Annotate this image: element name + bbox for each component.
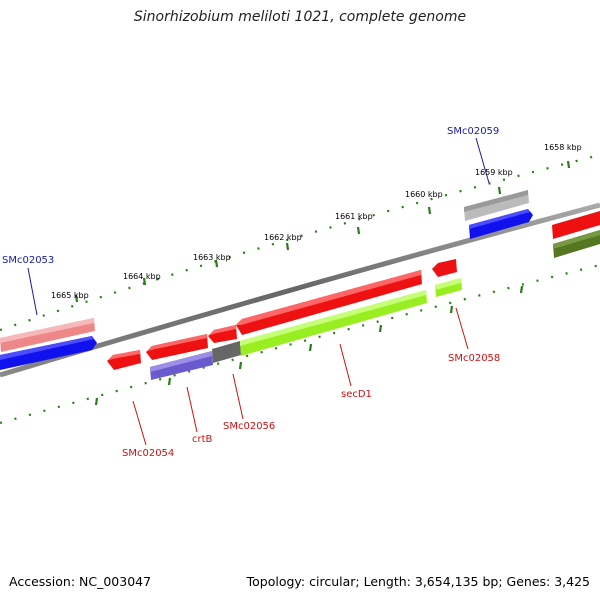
major-tick (378, 324, 383, 333)
leader-crtB (186, 386, 198, 433)
major-tick (427, 206, 432, 215)
map-title: Sinorhizobium meliloti 1021, complete ge… (133, 9, 467, 25)
reverse-features (107, 259, 462, 380)
accession-text: Accession: NC_003047 (9, 574, 152, 589)
gene-label-SMc02054[interactable]: SMc02054 (122, 448, 174, 459)
leader-SMc02059 (475, 137, 490, 184)
cds-feature-SMc02056[interactable] (212, 341, 241, 363)
gene-label-SMc02053[interactable]: SMc02053 (2, 255, 54, 266)
leader-SMc02058 (455, 307, 469, 350)
leader-secD1 (339, 343, 352, 387)
cds-feature-SMc02059-shade (464, 190, 528, 212)
gene-label-SMc02059[interactable]: SMc02059 (447, 126, 499, 137)
cds-feature-SMc02058-shade (435, 278, 461, 290)
cds-feature-blue-right[interactable] (469, 209, 533, 239)
cds-feature-SMc02053-shade (0, 318, 94, 343)
kbp-label: 1665 kbp (51, 291, 89, 300)
major-tick (94, 397, 99, 406)
leader-SMc02053 (27, 267, 38, 316)
major-tick (356, 226, 361, 235)
major-tick (74, 294, 79, 303)
major-tick (238, 361, 243, 370)
genome-summary-text: Topology: circular; Length: 3,654,135 bp… (246, 574, 590, 589)
cds-feature-secD1-shade (240, 290, 426, 346)
cds-feature-red-long-shade (236, 270, 421, 325)
major-tick (519, 285, 524, 294)
kbp-label: 1662 kbp (264, 233, 302, 242)
cds-feature-crtB-shade (150, 351, 212, 372)
kbp-label: 1664 kbp (123, 272, 161, 281)
major-tick (285, 242, 290, 251)
outer-major-ticks (74, 160, 571, 303)
cds-feature-olive-right-shade (553, 230, 600, 249)
major-tick (497, 186, 502, 195)
major-tick (449, 305, 454, 314)
major-tick (566, 160, 571, 169)
major-tick (214, 259, 219, 268)
kbp-label: 1661 kbp (335, 212, 373, 221)
gene-label-secD1[interactable]: secD1 (341, 389, 372, 400)
kbp-label: 1659 kbp (475, 168, 513, 177)
gene-label-SMc02056[interactable]: SMc02056 (223, 421, 275, 432)
cds-feature-SMc02054-shade (107, 350, 140, 361)
cds-feature-red-small[interactable] (432, 259, 457, 277)
leader-SMc02056 (232, 373, 244, 420)
kbp-label: 1660 kbp (405, 190, 443, 199)
major-tick (142, 277, 147, 286)
gene-label-SMc02058[interactable]: SMc02058 (448, 353, 500, 364)
inner-major-ticks (94, 285, 524, 406)
cds-feature-blue-right-shade (469, 209, 530, 229)
major-tick (167, 377, 172, 386)
cds-feature-blue-left-shade (0, 336, 94, 360)
cds-feature-red-right[interactable] (552, 211, 600, 239)
label-leaders (27, 137, 490, 446)
forward-features (0, 190, 600, 370)
cds-feature-blue-left[interactable] (0, 336, 97, 370)
kbp-label: 1663 kbp (193, 253, 231, 262)
gene-labels: SMc02053 SMc02059 SMc02054 crtB SMc02056… (2, 126, 500, 459)
kbp-label: 1658 kbp (544, 143, 582, 152)
cds-feature-red-a-shade (146, 334, 207, 352)
cds-feature-red-b-shade (208, 325, 236, 336)
leader-SMc02054 (132, 400, 147, 446)
kbp-labels: 1665 kbp 1664 kbp 1663 kbp 1662 kbp 1661… (51, 143, 582, 300)
major-tick (308, 343, 313, 352)
gene-label-crtB[interactable]: crtB (192, 434, 213, 445)
